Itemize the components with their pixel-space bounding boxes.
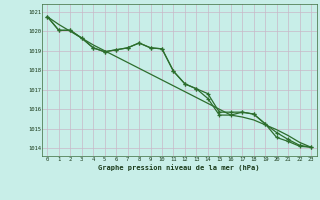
X-axis label: Graphe pression niveau de la mer (hPa): Graphe pression niveau de la mer (hPa) [99,164,260,171]
